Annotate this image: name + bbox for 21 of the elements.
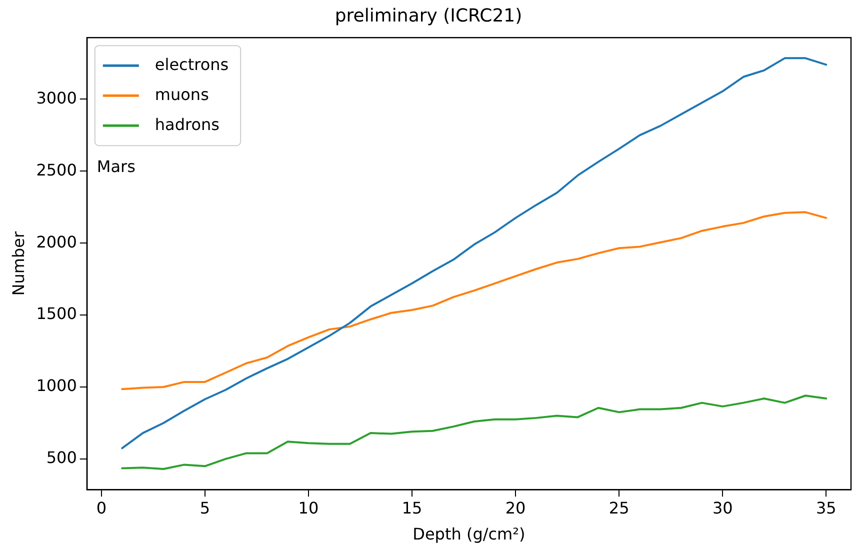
y-tick-label: 500: [46, 448, 77, 468]
x-tick-label: 35: [816, 498, 836, 518]
legend-label: electrons: [154, 54, 229, 74]
y-tick-label: 2000: [36, 232, 77, 252]
y-tick-label: 1000: [36, 376, 77, 396]
legend-label: hadrons: [154, 114, 220, 134]
x-tick-label: 25: [608, 498, 630, 518]
x-tick-label: 10: [298, 498, 319, 518]
legend-label: muons: [154, 84, 209, 104]
y-axis-title: Number: [8, 231, 28, 296]
x-tick-label: 0: [96, 498, 107, 518]
y-tick-label: 3000: [36, 88, 77, 108]
x-tick-label: 20: [505, 498, 526, 518]
x-axis-title: Depth (g/cm²): [412, 524, 526, 544]
x-tick-label: 15: [402, 498, 422, 518]
chart-title: preliminary (ICRC21): [334, 5, 522, 26]
x-tick-label: 5: [200, 498, 210, 518]
y-tick-label: 1500: [36, 304, 77, 324]
annotation: Mars: [96, 156, 136, 176]
y-tick-label: 2500: [36, 160, 77, 180]
x-tick-label: 30: [712, 498, 733, 518]
